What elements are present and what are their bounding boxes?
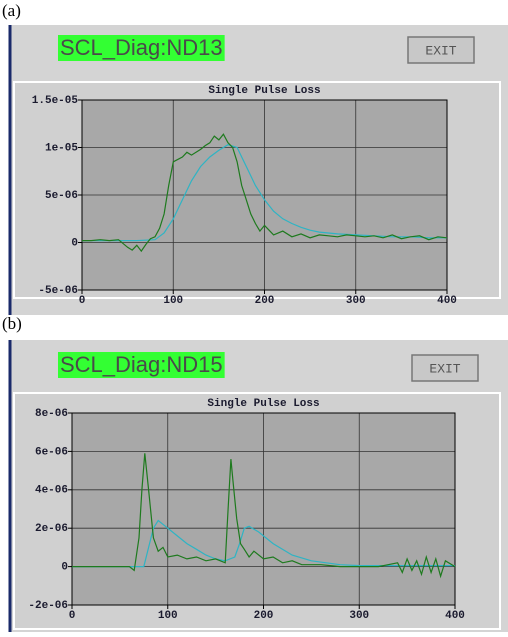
series-line <box>72 453 456 579</box>
y-tick-label: 1e-05 <box>45 142 78 154</box>
series-line <box>82 144 447 242</box>
x-tick-label: 400 <box>437 295 457 307</box>
chart-title: Single Pulse Loss <box>208 85 320 97</box>
panel-label: (b) <box>2 314 22 333</box>
y-tick-label: 5e-06 <box>45 190 78 202</box>
x-tick-label: 100 <box>158 610 178 622</box>
x-tick-label: 0 <box>69 610 76 622</box>
exit-button[interactable] <box>407 36 475 64</box>
x-tick-label: 0 <box>79 295 86 307</box>
x-tick-label: 200 <box>255 295 275 307</box>
header-background <box>58 352 225 378</box>
x-tick-label: 200 <box>254 610 274 622</box>
header-label: SCL_Diag:ND13 <box>60 35 223 60</box>
header-label: SCL_Diag:ND15 <box>60 352 223 377</box>
x-tick-label: 400 <box>445 610 465 622</box>
series-line <box>82 133 448 253</box>
plot-border <box>71 412 456 606</box>
x-tick-label: 300 <box>346 295 366 307</box>
y-tick-label: 0 <box>71 237 78 249</box>
x-tick-label: 300 <box>349 610 369 622</box>
plot-border <box>81 99 448 291</box>
y-tick-label: 0 <box>61 562 68 574</box>
chart-title: Single Pulse Loss <box>207 398 319 410</box>
y-tick-label: 8e-06 <box>35 408 68 420</box>
y-tick-label: 2e-06 <box>35 523 68 535</box>
panel-label: (a) <box>2 1 21 20</box>
y-tick-label: -5e-06 <box>38 285 78 297</box>
exit-button-label[interactable]: EXIT <box>429 361 460 376</box>
x-tick-label: 100 <box>163 295 183 307</box>
header-background <box>58 35 225 61</box>
y-tick-label: 1.5e-05 <box>32 95 79 107</box>
exit-button[interactable] <box>411 354 479 382</box>
y-tick-label: 4e-06 <box>35 485 68 497</box>
y-tick-label: 6e-06 <box>35 446 68 458</box>
exit-button-label[interactable]: EXIT <box>425 43 456 58</box>
y-tick-label: -2e-06 <box>28 600 68 612</box>
